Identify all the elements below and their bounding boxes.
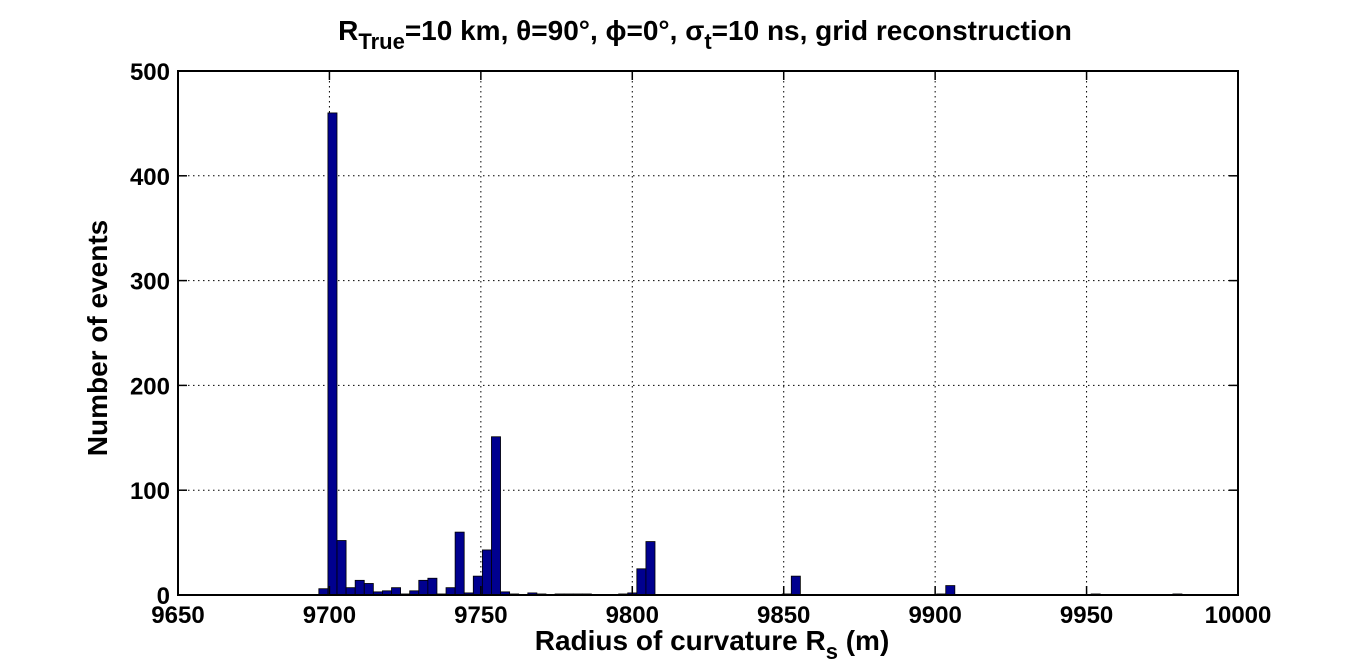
subscript-text: t: [704, 29, 712, 54]
histogram-bar: [445, 587, 456, 596]
x-tick-label: 9800: [606, 602, 659, 629]
subscript-text: s: [826, 639, 838, 664]
y-tick-label: 400: [130, 164, 170, 191]
label-text: Radius of curvature R: [535, 625, 826, 656]
y-tick-label: 200: [130, 373, 170, 400]
label-text: =10 km, θ=90°, ϕ=0°,: [405, 15, 685, 46]
histogram-bar: [481, 549, 492, 596]
plot-area-background: [178, 71, 1238, 595]
histogram-bar: [427, 577, 438, 596]
histogram-bar: [790, 575, 801, 596]
histogram-bar: [345, 587, 356, 596]
x-tick-label: 9950: [1060, 602, 1113, 629]
y-tick-label: 100: [130, 478, 170, 505]
y-axis-label: Number of events: [82, 220, 113, 457]
chart-title: RTrue=10 km, θ=90°, ϕ=0°, σt=10 ns, grid…: [338, 15, 1072, 54]
histogram-bar: [454, 531, 465, 596]
grid-lines: [178, 71, 1238, 595]
y-tick-labels: 0 100 200 300 400 500: [130, 59, 170, 610]
x-tick-label: 9750: [454, 602, 507, 629]
histogram-bar: [354, 579, 365, 596]
y-tick-label: 300: [130, 269, 170, 296]
label-text: (m): [838, 625, 889, 656]
label-text: =10 ns, grid reconstruction: [712, 15, 1072, 46]
histogram-bar: [327, 112, 338, 596]
histogram-bar: [336, 540, 347, 596]
plot-area-frame: [177, 70, 1239, 596]
histogram-bar: [391, 587, 401, 596]
x-tick-labels: 9650 9700 9750 9800 9850 9900 9950 10000: [151, 602, 1271, 629]
histogram-bar: [491, 436, 501, 596]
x-tick-label: 9900: [908, 602, 961, 629]
label-text: R: [338, 15, 358, 46]
x-tick-label: 9850: [757, 602, 810, 629]
y-tick-label: 500: [130, 59, 170, 86]
histogram-bar: [945, 585, 956, 596]
histogram-bar: [363, 583, 374, 596]
histogram-bar: [645, 541, 656, 596]
x-axis-label: Radius of curvature Rs (m): [535, 625, 890, 664]
histogram-bar: [636, 568, 647, 596]
label-text: σ: [685, 15, 704, 46]
histogram-bar: [418, 579, 429, 596]
subscript-text: True: [358, 29, 404, 54]
x-tick-label: 9700: [303, 602, 356, 629]
y-tick-label: 0: [157, 583, 170, 610]
tick-marks: [177, 70, 1239, 596]
x-tick-label: 9650: [151, 602, 204, 629]
x-tick-label: 10000: [1205, 602, 1272, 629]
